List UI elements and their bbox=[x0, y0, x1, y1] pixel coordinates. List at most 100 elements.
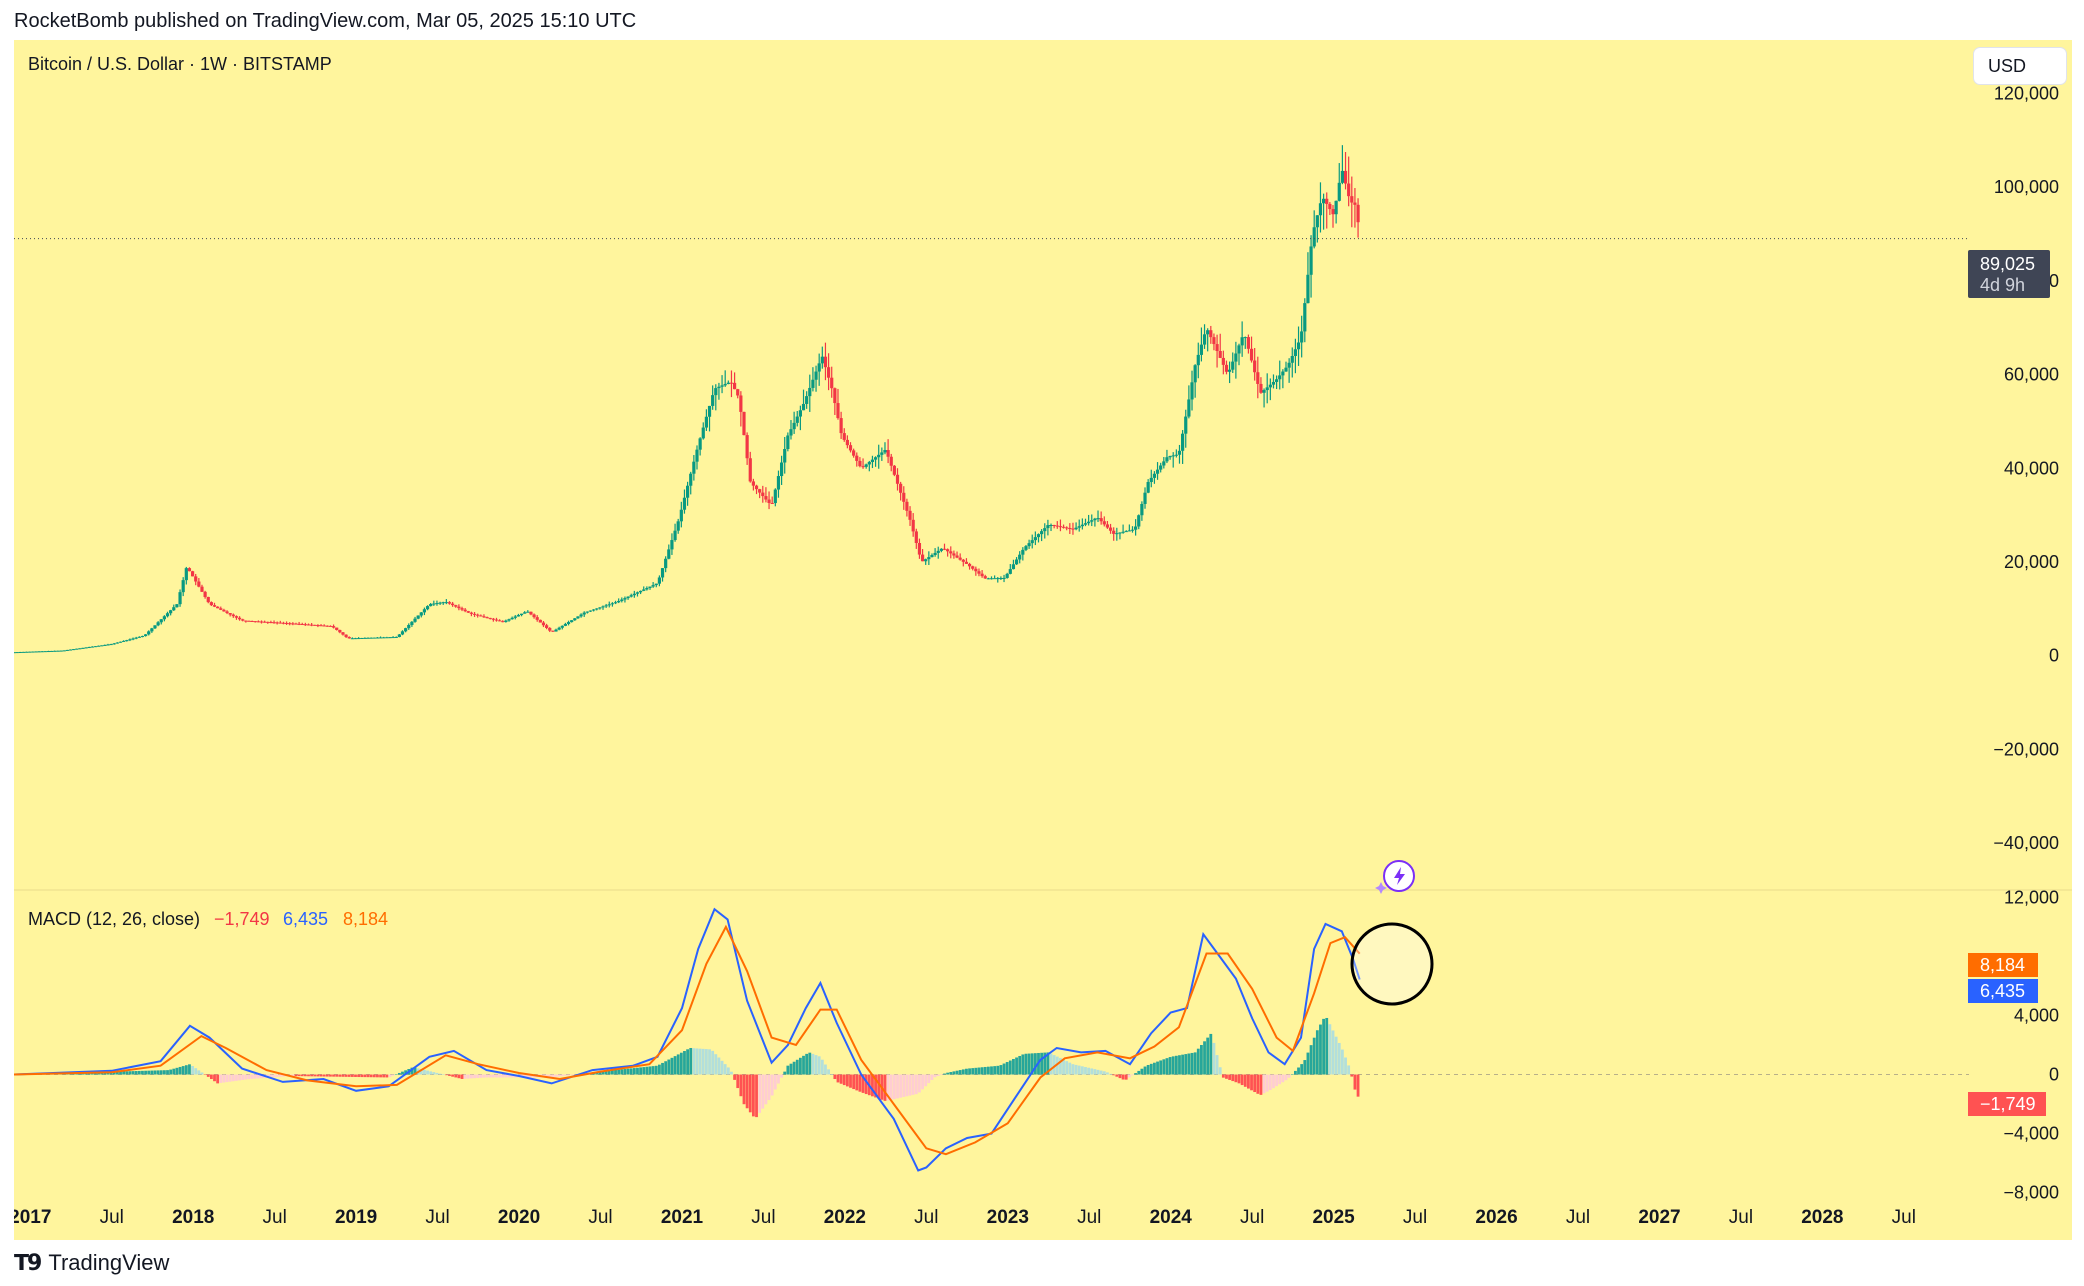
macd-histogram-bar bbox=[319, 1074, 323, 1077]
candle-body bbox=[773, 489, 777, 504]
candle-body bbox=[936, 550, 940, 553]
macd-histogram-bar bbox=[1193, 1052, 1197, 1075]
candle-body bbox=[410, 621, 414, 625]
candle-body bbox=[288, 623, 292, 625]
macd-histogram-bar bbox=[1275, 1074, 1279, 1087]
candle-body bbox=[701, 427, 705, 439]
macd-histogram-bar bbox=[360, 1074, 364, 1078]
candle-body bbox=[1246, 337, 1251, 349]
candle-body bbox=[382, 637, 386, 639]
annotation-circle[interactable] bbox=[1350, 922, 1434, 1006]
candle-body bbox=[122, 640, 126, 642]
candle-body bbox=[1253, 360, 1257, 373]
macd-histogram-bar bbox=[338, 1074, 342, 1077]
macd-histogram-bar bbox=[1287, 1074, 1291, 1078]
candle-body bbox=[137, 636, 141, 638]
macd-histogram-bar bbox=[250, 1074, 254, 1079]
macd-histogram-bar bbox=[1112, 1074, 1116, 1076]
macd-histogram-bar bbox=[611, 1070, 614, 1075]
candle-body bbox=[219, 608, 223, 610]
time-axis-label: 2024 bbox=[1150, 1207, 1193, 1228]
macd-histogram-bar bbox=[755, 1074, 758, 1118]
candle-body bbox=[723, 384, 727, 386]
candle-body bbox=[187, 568, 192, 572]
candle-body bbox=[1149, 477, 1153, 483]
macd-histogram-bar bbox=[1312, 1037, 1316, 1075]
candle-body bbox=[222, 609, 226, 612]
flash-icon[interactable] bbox=[1375, 860, 1415, 894]
macd-histogram-bar bbox=[495, 1074, 498, 1078]
candle-body bbox=[68, 649, 72, 651]
macd-histogram-bar bbox=[397, 1072, 401, 1075]
candle-body bbox=[263, 621, 267, 623]
candle-body bbox=[682, 497, 687, 510]
candle-body bbox=[241, 619, 245, 621]
candle-body bbox=[1171, 455, 1175, 457]
candle-body bbox=[820, 356, 824, 364]
candle-body bbox=[942, 548, 947, 550]
macd-histogram-bar bbox=[144, 1070, 147, 1075]
macd-histogram-bar bbox=[773, 1074, 777, 1090]
macd-histogram-bar bbox=[896, 1074, 899, 1099]
time-axis-label: 2017 bbox=[14, 1207, 51, 1228]
macd-histogram-bar bbox=[683, 1051, 686, 1075]
time-axis-label: 2028 bbox=[1801, 1207, 1843, 1228]
candle-body bbox=[451, 603, 455, 606]
macd-histogram-bar bbox=[1127, 1074, 1131, 1078]
macd-histogram-bar bbox=[1153, 1062, 1156, 1075]
macd-histogram-bar bbox=[1059, 1058, 1062, 1075]
macd-histogram-bar bbox=[1247, 1074, 1250, 1089]
candle-body bbox=[958, 557, 962, 560]
macd-histogram-bar bbox=[376, 1074, 379, 1078]
chart-canvas[interactable]: 120,000100,00080,00060,00040,00020,0000−… bbox=[14, 40, 2072, 1240]
macd-histogram-bar bbox=[269, 1074, 273, 1078]
footer-brand[interactable]: TradingView bbox=[48, 1250, 170, 1275]
time-axis-label: 2022 bbox=[824, 1207, 866, 1228]
macd-histogram-bar bbox=[654, 1065, 658, 1075]
price-axis-label: 40,000 bbox=[2004, 458, 2059, 478]
macd-histogram-bar bbox=[404, 1070, 408, 1075]
macd-histogram-bar bbox=[429, 1071, 433, 1075]
macd-histogram-bar bbox=[1055, 1056, 1059, 1075]
candle-body bbox=[1118, 532, 1122, 534]
candle-body bbox=[53, 650, 57, 652]
macd-histogram-bar bbox=[1331, 1030, 1335, 1075]
macd-histogram-bar bbox=[658, 1064, 661, 1075]
price-axis-label: 20,000 bbox=[2004, 552, 2059, 572]
macd-histogram-bar bbox=[235, 1074, 238, 1081]
macd-histogram-bar bbox=[626, 1068, 630, 1075]
macd-histogram-bar bbox=[501, 1074, 505, 1078]
macd-histogram-bar bbox=[1084, 1067, 1087, 1075]
candle-body bbox=[165, 613, 170, 617]
macd-histogram-bar bbox=[560, 1074, 564, 1077]
chart-panel[interactable]: 120,000100,00080,00060,00040,00020,0000−… bbox=[14, 40, 2072, 1240]
candle-body bbox=[845, 439, 849, 446]
macd-histogram-bar bbox=[137, 1070, 141, 1075]
candle-body bbox=[391, 637, 395, 639]
candle-body bbox=[84, 647, 88, 649]
macd-histogram-bar bbox=[382, 1074, 386, 1078]
macd-histogram-bar bbox=[965, 1068, 968, 1075]
macd-histogram-bar bbox=[303, 1074, 307, 1077]
macd-histogram-bar bbox=[1065, 1061, 1069, 1075]
tradingview-logo-icon[interactable]: ꓔ𝟵 bbox=[14, 1250, 42, 1275]
candle-body bbox=[49, 650, 54, 652]
candle-body bbox=[1121, 531, 1125, 533]
currency-button[interactable]: USD bbox=[1974, 48, 2066, 84]
candle-body bbox=[895, 474, 900, 484]
macd-histogram-bar bbox=[1043, 1052, 1047, 1075]
macd-histogram-bar bbox=[1203, 1041, 1206, 1075]
macd-histogram-bar bbox=[1134, 1073, 1138, 1075]
candle-body bbox=[899, 483, 903, 493]
macd-histogram-bar bbox=[1005, 1062, 1009, 1075]
candle-body bbox=[595, 608, 599, 610]
macd-histogram-bar bbox=[780, 1074, 783, 1078]
candle-body bbox=[639, 590, 643, 593]
candle-body bbox=[482, 616, 486, 618]
macd-histogram-bar bbox=[1118, 1074, 1122, 1079]
candle-body bbox=[34, 651, 38, 653]
macd-axis-label: 4,000 bbox=[2014, 1005, 2059, 1025]
candle-body bbox=[798, 410, 802, 417]
candle-body bbox=[1262, 390, 1266, 393]
macd-histogram-bar bbox=[1093, 1069, 1097, 1075]
